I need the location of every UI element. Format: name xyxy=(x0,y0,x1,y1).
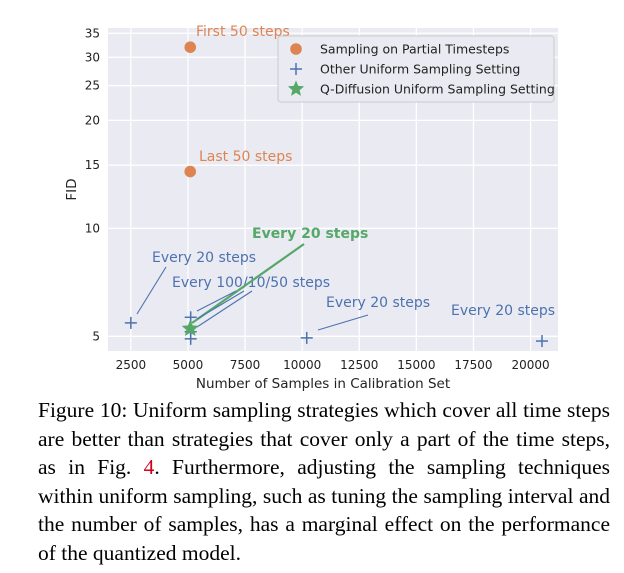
x-tick-label: 2500 xyxy=(116,358,147,372)
x-tick-label: 17500 xyxy=(454,358,492,372)
x-tick-label: 20000 xyxy=(511,358,549,372)
y-tick-label: 25 xyxy=(85,79,100,93)
data-point-uniform xyxy=(184,332,197,345)
y-tick-label: 20 xyxy=(85,113,100,127)
x-axis-label: Number of Samples in Calibration Set xyxy=(196,376,450,392)
annotation-label: Every 100/10/50 steps xyxy=(172,275,330,291)
annotation-label: Last 50 steps xyxy=(199,149,292,165)
data-point-qdiffusion xyxy=(181,319,199,336)
x-tick-label: 7500 xyxy=(230,358,261,372)
x-tick-label: 15000 xyxy=(397,358,435,372)
annotation-arrow xyxy=(136,266,167,315)
caption-text-1: Figure 10: Uniform sampling strategies w… xyxy=(38,398,610,480)
y-tick-label: 10 xyxy=(85,221,100,235)
y-axis-label: FID xyxy=(64,178,80,200)
x-tick-label: 12500 xyxy=(340,358,378,372)
annotation-label: Every 20 steps xyxy=(451,303,555,319)
legend-box xyxy=(277,35,555,103)
figure-caption: Figure 10: Uniform sampling strategies w… xyxy=(38,396,610,568)
fid-scatter-chart: 2500 5000 7500 10000 12500 15000 17500 20000 5 10… xyxy=(64,24,558,392)
data-point-partial xyxy=(184,165,197,178)
annotation-arrow xyxy=(317,314,369,331)
annotation-arrow xyxy=(191,243,305,324)
annotation-arrow xyxy=(196,290,253,328)
legend-marker xyxy=(290,63,302,75)
x-tick-label: 10000 xyxy=(283,358,321,372)
caption-text-2: . Furthermore, adjusting the sampling te… xyxy=(38,455,610,565)
legend-marker xyxy=(290,43,302,55)
data-point-uniform xyxy=(536,335,549,348)
annotation-label: Every 20 steps xyxy=(152,250,256,266)
y-tick-label: 15 xyxy=(85,158,100,172)
y-tick-label: 5 xyxy=(92,329,100,343)
x-tick-label: 5000 xyxy=(173,358,204,372)
data-point-partial xyxy=(184,41,197,54)
legend-marker xyxy=(287,80,305,96)
data-point-uniform xyxy=(124,316,137,329)
legend-entry: Sampling on Partial Timesteps xyxy=(320,42,509,57)
annotation-label: Every 20 steps xyxy=(326,295,430,311)
legend-entry: Other Uniform Sampling Setting xyxy=(320,62,520,77)
annotation-arrow xyxy=(196,290,237,312)
data-point-uniform xyxy=(300,331,313,344)
annotation-label: First 50 steps xyxy=(196,24,290,40)
y-tick-label: 35 xyxy=(85,26,100,40)
figure-ref-link[interactable]: 4 xyxy=(143,455,155,480)
annotation-label: Every 20 steps xyxy=(252,226,368,242)
y-tick-label: 30 xyxy=(85,50,100,64)
annotation-arrow xyxy=(196,290,245,320)
legend-entry: Q-Diffusion Uniform Sampling Setting xyxy=(320,82,555,97)
